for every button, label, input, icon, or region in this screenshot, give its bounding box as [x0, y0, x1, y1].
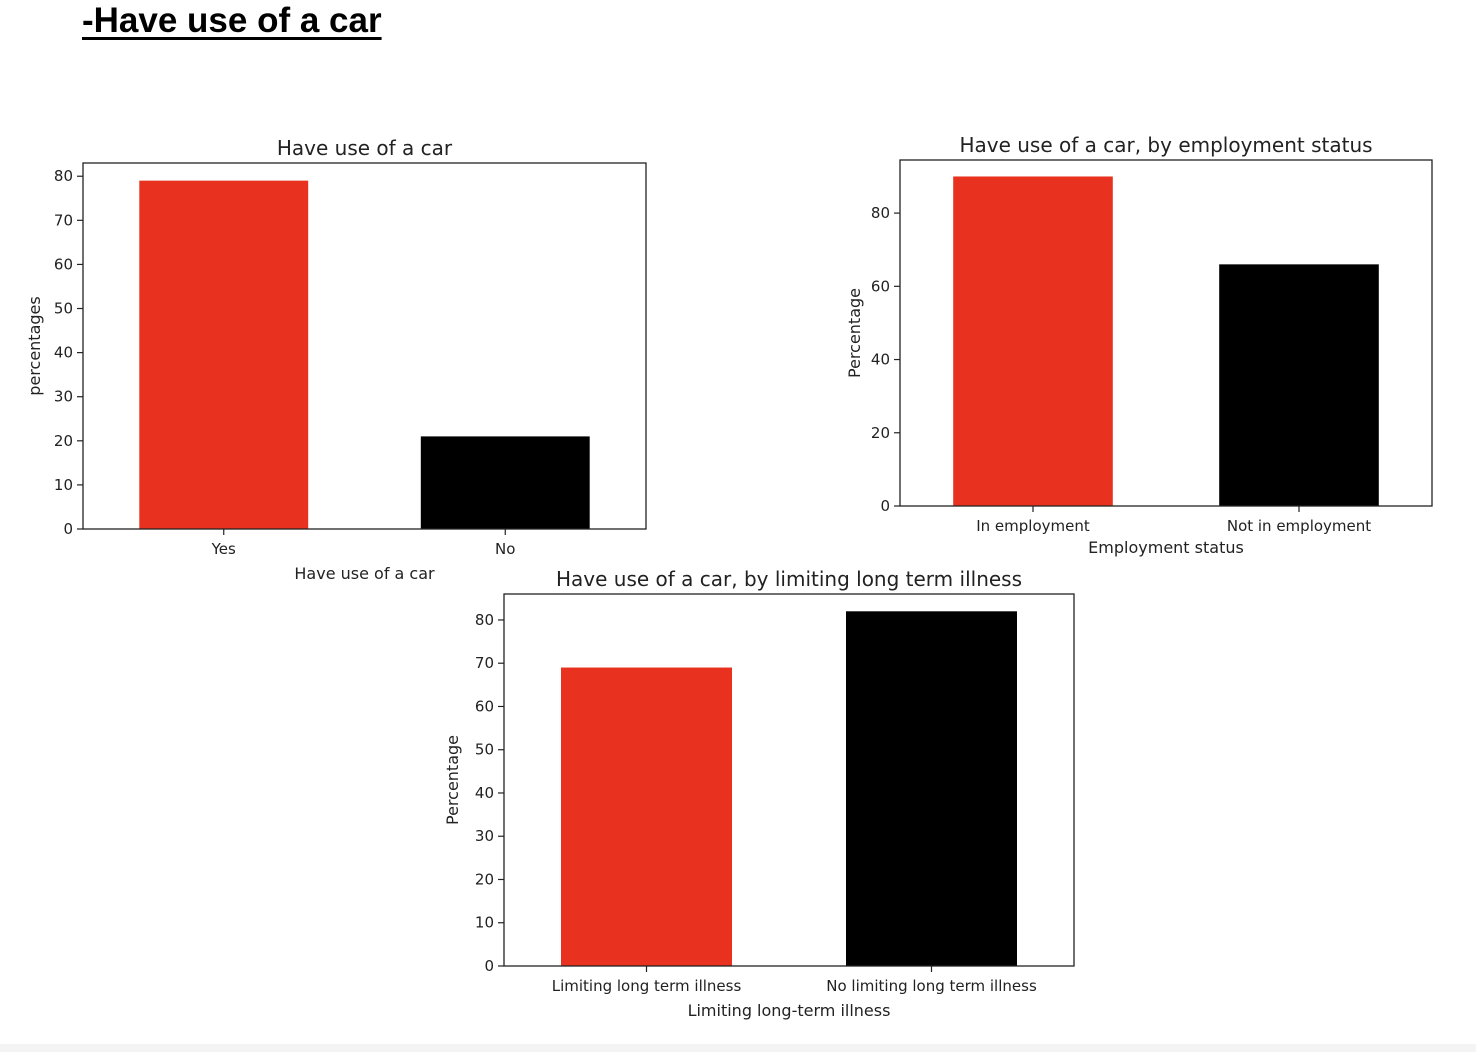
y-axis-label: Percentage	[443, 735, 462, 825]
y-tick-label: 30	[475, 827, 494, 845]
bar-in-employment	[953, 176, 1113, 506]
y-tick-label: 0	[484, 957, 494, 975]
y-tick-label: 70	[475, 654, 494, 672]
bar-yes	[139, 180, 309, 529]
y-tick-label: 40	[871, 351, 890, 369]
y-tick-label: 0	[880, 497, 890, 515]
y-tick-label: 50	[475, 741, 494, 759]
x-tick-label: Not in employment	[1227, 517, 1371, 535]
y-tick-label: 80	[475, 611, 494, 629]
x-tick-label: Limiting long term illness	[552, 977, 742, 995]
x-axis-label: Have use of a car	[294, 564, 435, 583]
y-tick-label: 70	[54, 211, 73, 229]
y-axis-label: Percentage	[845, 288, 864, 378]
x-tick-label: In employment	[976, 517, 1090, 535]
y-tick-label: 20	[54, 432, 73, 450]
y-tick-label: 0	[63, 520, 73, 538]
chart-car-use-overall: Have use of a car 0 10 20 30 40 50 60 70 80 Yes No H…	[25, 136, 647, 583]
bar-limiting-long-term-illness	[561, 667, 732, 966]
plot-frame	[82, 162, 647, 530]
y-tick-label: 50	[54, 300, 73, 318]
x-axis-label: Employment status	[1088, 538, 1244, 557]
x-tick-label: No limiting long term illness	[826, 977, 1037, 995]
y-tick-label: 60	[871, 277, 890, 295]
bar-not-in-employment	[1219, 264, 1379, 506]
y-tick-label: 20	[475, 870, 494, 888]
y-tick-label: 80	[54, 167, 73, 185]
x-axis-label: Limiting long-term illness	[688, 1001, 891, 1020]
y-tick-label: 10	[54, 476, 73, 494]
page-bottom-edge	[0, 1044, 1476, 1052]
y-tick-label: 40	[54, 344, 73, 362]
y-axis-label: percentages	[25, 296, 44, 395]
chart-title: Have use of a car	[277, 136, 453, 160]
plot-frame	[503, 593, 1075, 967]
bar-no-limiting-long-term-illness	[846, 611, 1017, 966]
chart-car-use-by-employment: Have use of a car, by employment status 0…	[845, 133, 1433, 557]
chart-title: Have use of a car, by limiting long term…	[556, 567, 1022, 591]
y-tick-label: 40	[475, 784, 494, 802]
y-tick-label: 30	[54, 388, 73, 406]
y-tick-label: 60	[475, 697, 494, 715]
x-tick-label: Yes	[211, 540, 236, 558]
bar-no	[420, 436, 590, 529]
plot-frame	[899, 159, 1433, 507]
y-tick-label: 20	[871, 424, 890, 442]
chart-car-use-by-illness: Have use of a car, by limiting long term…	[443, 567, 1075, 1020]
x-tick-label: No	[495, 540, 515, 558]
page-heading: -Have use of a car	[82, 1, 382, 40]
y-tick-label: 80	[871, 204, 890, 222]
chart-title: Have use of a car, by employment status	[959, 133, 1372, 157]
y-tick-label: 10	[475, 914, 494, 932]
y-tick-label: 60	[54, 255, 73, 273]
